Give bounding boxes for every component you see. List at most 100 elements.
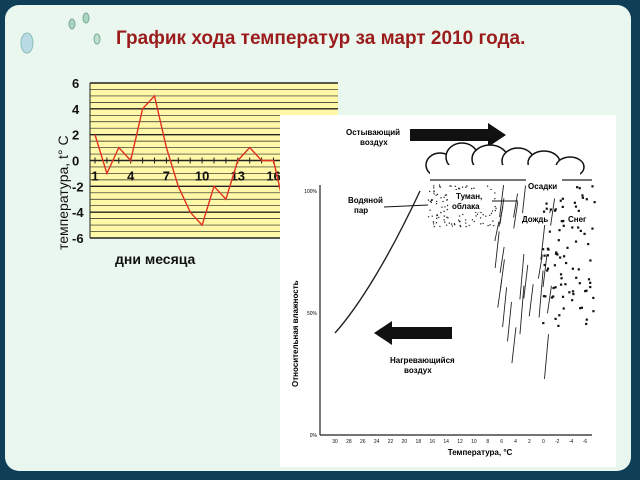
- fog-dot: [433, 225, 435, 228]
- fog-dot: [465, 225, 467, 228]
- fog-dot: [433, 185, 435, 187]
- fog-dot: [490, 212, 493, 215]
- fog-dot: [487, 224, 489, 227]
- x-tick-label: 7: [163, 169, 170, 184]
- rain-streak: [537, 254, 543, 279]
- snow-flake: [568, 291, 571, 294]
- humidity-curve: [334, 190, 421, 334]
- snow-flake: [561, 295, 565, 298]
- fog-dot: [475, 215, 477, 217]
- snow-flake: [552, 295, 555, 298]
- water-drops-decoration: [20, 12, 101, 54]
- fog-dot: [433, 187, 435, 189]
- snow-flake: [562, 307, 565, 310]
- humidity-diagram: 100% 50% 0% Относительная влажность Темп…: [280, 115, 616, 467]
- x-tick-label: 8: [486, 439, 489, 445]
- fog-dot: [466, 185, 468, 187]
- warming-arrow-icon: [374, 321, 452, 345]
- y-tick-label: -4: [72, 205, 84, 220]
- fog-dot: [446, 204, 449, 207]
- fog-dot: [436, 217, 438, 220]
- fog-dot: [451, 225, 453, 227]
- fog-dot: [435, 202, 438, 205]
- x-tick-label: 18: [416, 439, 422, 445]
- snow-flake: [556, 253, 559, 256]
- snow-flake: [546, 254, 550, 257]
- snow-flake: [546, 269, 549, 272]
- snow-flake: [593, 201, 596, 204]
- snow-flake: [553, 209, 557, 212]
- rain-streak: [502, 287, 508, 328]
- warming-air-label-2: воздух: [404, 366, 432, 375]
- rain-streak: [519, 254, 525, 300]
- fog-dot: [458, 219, 460, 221]
- snow-flake: [591, 185, 594, 188]
- y-tick-label: -6: [72, 231, 84, 246]
- fog-dot: [458, 215, 461, 217]
- snow-flake: [585, 318, 588, 321]
- fog-dot: [473, 220, 475, 223]
- snow-flake: [542, 248, 545, 251]
- snow-flake: [571, 299, 574, 302]
- precipitation-label: Осадки: [528, 182, 557, 191]
- fog-dot: [436, 214, 438, 216]
- snow-flake: [574, 240, 578, 243]
- snow-flake: [552, 286, 555, 290]
- fog-dot: [465, 222, 467, 224]
- x-tick-label: -6: [583, 439, 588, 445]
- snow-flake: [571, 226, 574, 229]
- fog-dot: [429, 209, 431, 211]
- y-tick-0: 0%: [310, 433, 318, 439]
- fog-dot: [465, 186, 467, 188]
- drop-icon: [82, 12, 90, 24]
- x-tick-label: 1: [91, 169, 98, 184]
- fog-dot: [442, 200, 444, 203]
- rain-streak: [523, 264, 529, 299]
- fog-dot: [482, 214, 485, 216]
- slide-title: График хода температур за март 2010 года…: [116, 28, 526, 49]
- x-tick-label: 0: [542, 439, 545, 445]
- snow-flake: [546, 247, 549, 250]
- fog-dot: [461, 186, 464, 188]
- x-tick-label: 26: [360, 439, 366, 445]
- fog-dot: [432, 221, 435, 223]
- cooling-air-label-1: Остывающий: [346, 128, 400, 137]
- y-tick-label: 6: [72, 76, 79, 91]
- snow-flake: [549, 208, 552, 211]
- x-tick-label: 24: [374, 439, 380, 445]
- drop-icon: [20, 32, 34, 54]
- snow-label: Снег: [568, 215, 587, 224]
- fog-dot: [445, 224, 448, 226]
- snow-flake: [587, 242, 590, 246]
- snow-flake: [578, 282, 581, 285]
- fog-dot: [433, 193, 435, 195]
- fog-dot: [443, 196, 445, 199]
- rain-streak: [540, 223, 546, 260]
- snow-flake: [559, 256, 562, 259]
- fog-dot: [459, 225, 462, 228]
- fog-dot: [445, 194, 448, 196]
- fog-dot: [430, 199, 433, 201]
- fog-dot: [494, 192, 496, 194]
- fog-dot: [444, 206, 446, 208]
- rain-label: Дождь: [522, 215, 548, 224]
- fog-dot: [429, 200, 432, 203]
- fog-dot: [458, 220, 461, 222]
- snow-flake: [560, 220, 563, 223]
- fog-dot: [440, 197, 442, 199]
- fog-dot: [464, 219, 467, 221]
- snow-flake: [577, 209, 580, 212]
- snow-flake: [554, 286, 557, 289]
- fog-dot: [480, 223, 482, 225]
- fog-dots: [427, 184, 497, 228]
- water-vapor-label-2: пар: [354, 206, 368, 215]
- rain-streak: [498, 206, 504, 227]
- fog-dot: [455, 188, 457, 191]
- fog-dot: [476, 213, 479, 216]
- snow-flake: [558, 314, 561, 317]
- rain-streaks: [494, 184, 556, 379]
- snow-flake: [591, 227, 594, 230]
- snow-flake: [571, 267, 574, 270]
- rain-streak: [528, 284, 534, 317]
- x-axis-label: дни месяца: [115, 251, 196, 267]
